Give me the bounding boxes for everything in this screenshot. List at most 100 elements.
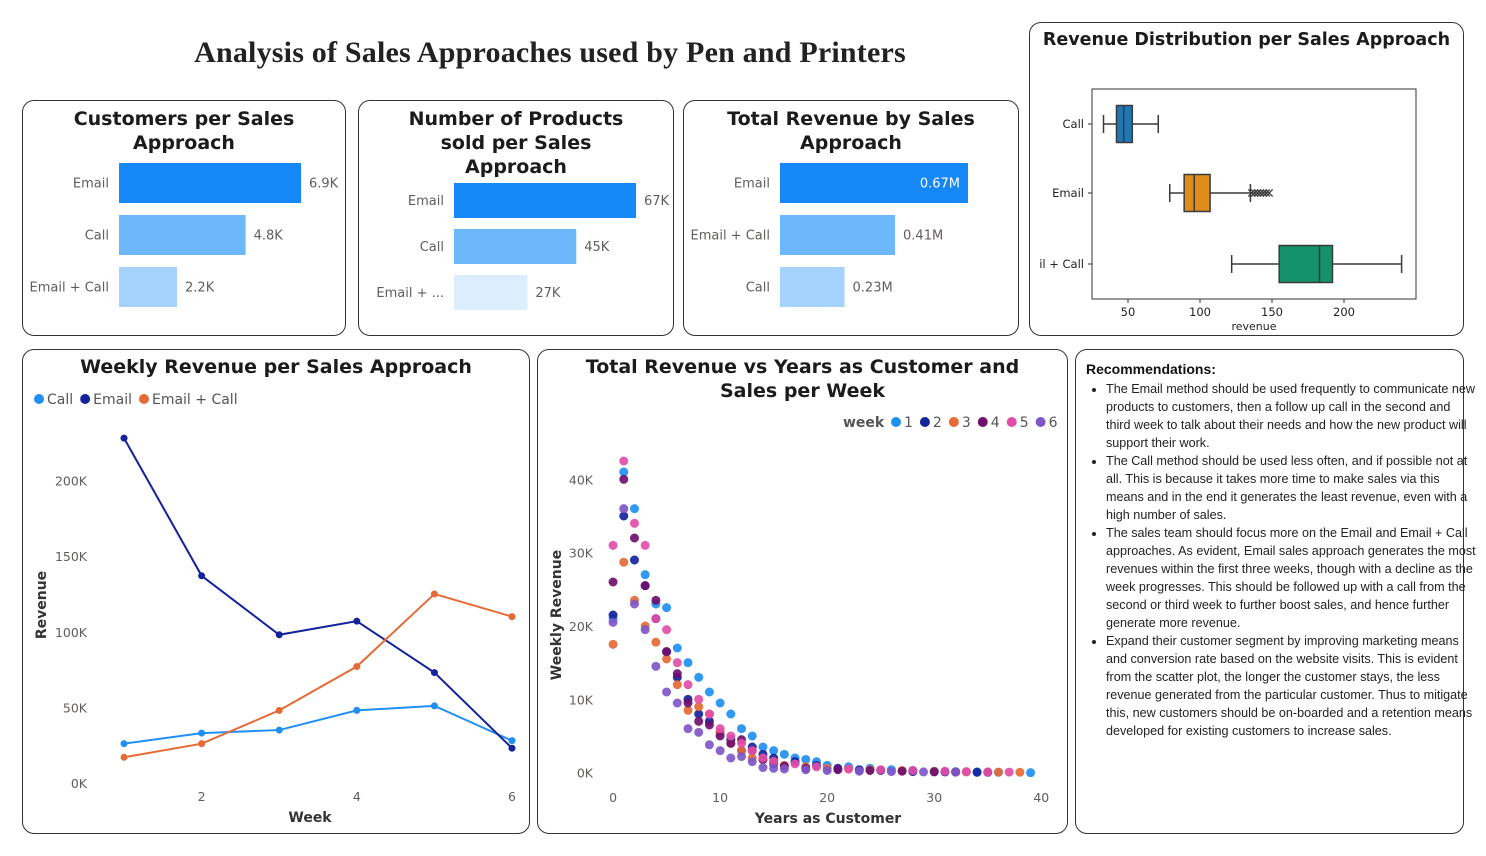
- line-point: [198, 572, 206, 580]
- x-tick-label: 40: [1033, 790, 1049, 805]
- bar: [454, 229, 577, 264]
- legend-marker: [977, 417, 988, 427]
- line-point: [353, 617, 361, 625]
- line-point: [508, 744, 516, 752]
- line-series: [123, 437, 513, 749]
- bar: [780, 215, 896, 255]
- scatter-point: [619, 557, 629, 567]
- scatter-point: [651, 661, 661, 671]
- x-tick-label: 2: [198, 789, 206, 804]
- scatter-point: [737, 752, 747, 762]
- products-card-title: Number of Products sold per Sales Approa…: [408, 108, 624, 178]
- scatter-point: [972, 767, 982, 777]
- scatter-point: [951, 767, 961, 777]
- legend-marker: [1006, 417, 1017, 427]
- line-point: [120, 753, 128, 761]
- scatter-point: [694, 694, 704, 704]
- scatter-point: [672, 698, 682, 708]
- x-tick-label: 6: [508, 789, 516, 804]
- scatter-point: [694, 727, 704, 737]
- scatter-point: [811, 762, 821, 772]
- y-axis-label: Revenue: [34, 571, 50, 639]
- scatter-chart: week 1 2 3 4 5 6 0K 10K 20K 30K 40K 0 10 20 30 40 Years a…: [549, 415, 1058, 827]
- bar: [454, 275, 528, 310]
- line-point: [430, 669, 438, 677]
- bar-value-label: 0.67M: [920, 177, 960, 192]
- recommendation-item: Expand their customer segment by improvi…: [1106, 632, 1478, 740]
- scatter-point: [608, 610, 618, 620]
- recommendations-card: Recommendations: The Email method should…: [1075, 349, 1476, 834]
- x-axis-label: Years as Customer: [754, 811, 902, 827]
- boxplot-card: Revenue Distribution per Sales Approach …: [1029, 22, 1464, 336]
- y-tick-label: 0K: [577, 766, 594, 781]
- scatter-point: [704, 720, 714, 730]
- legend-label: 6: [1049, 415, 1058, 431]
- scatter-point: [683, 658, 693, 668]
- scatter-point: [629, 555, 639, 565]
- scatter-point: [672, 658, 682, 668]
- legend-label: Email + Call: [152, 392, 238, 408]
- y-tick-label: Call: [1063, 117, 1084, 131]
- box-outlier: [1262, 189, 1271, 197]
- scatter-point: [662, 603, 672, 613]
- bar-value-label: 0.23M: [853, 281, 893, 296]
- x-tick-label: 4: [353, 789, 361, 804]
- x-tick-label: 10: [712, 790, 728, 805]
- legend-label: 3: [962, 415, 971, 431]
- scatter-point: [683, 705, 693, 715]
- y-tick-label: 150K: [55, 549, 88, 564]
- scatter-point: [662, 687, 672, 697]
- bar-value-label: 4.8K: [254, 229, 284, 244]
- bar-value-label: 0.41M: [903, 229, 943, 244]
- legend-marker: [919, 417, 930, 427]
- bar: [780, 163, 968, 203]
- scatter-point: [929, 767, 939, 777]
- bar-category-label: Email + Call: [30, 281, 110, 296]
- scatter-point: [619, 467, 629, 477]
- y-tick-label: 0K: [71, 776, 88, 791]
- y-tick-label: 50K: [63, 700, 88, 715]
- scatter-point: [940, 766, 950, 776]
- x-tick-label: 30: [926, 790, 942, 805]
- boxplot-chart: 50 100 150 200 revenue Call Email il + Call: [1039, 88, 1417, 333]
- revenue-total-card-title: Total Revenue by Sales Approach: [727, 108, 975, 154]
- scatter-point: [726, 753, 736, 763]
- plot-frame: [1091, 88, 1417, 300]
- legend-label: Call: [47, 392, 73, 408]
- scatter-point: [640, 540, 650, 550]
- recommendation-item: The sales team should focus more on the …: [1106, 524, 1478, 632]
- scatter-point: [726, 738, 736, 748]
- scatter-point: [779, 749, 789, 759]
- scatter-point: [1015, 767, 1025, 777]
- scatter-point: [1026, 768, 1036, 778]
- legend-label: 2: [933, 415, 942, 431]
- scatter-point: [715, 698, 725, 708]
- line-point: [430, 590, 438, 598]
- bar-value-label: 27K: [535, 286, 561, 301]
- recommendations-title: Recommendations:: [1086, 361, 1216, 377]
- boxplot-card-title: Revenue Distribution per Sales Approach: [1042, 30, 1451, 50]
- legend-marker: [948, 417, 959, 427]
- scatter-point: [619, 474, 629, 484]
- scatter-point: [651, 614, 661, 624]
- revenue-total-card: Total Revenue by Sales Approach Email 0.6…: [683, 100, 1019, 336]
- y-tick-label: 20K: [569, 619, 594, 634]
- scatter-point: [694, 702, 704, 712]
- legend-marker: [34, 394, 44, 404]
- scatter-point: [919, 767, 929, 777]
- recommendation-item: The Email method should be used frequent…: [1106, 380, 1478, 452]
- scatter-point: [619, 511, 629, 521]
- legend-label: 1: [904, 415, 913, 431]
- line-series: [123, 592, 513, 759]
- scatter-point: [619, 504, 629, 514]
- x-tick-label: 50: [1121, 305, 1136, 319]
- scatter-point: [683, 724, 693, 734]
- scatter-point: [672, 669, 682, 679]
- scatter-point: [822, 765, 832, 775]
- scatter-point: [608, 577, 618, 587]
- bar: [119, 267, 178, 307]
- scatter-point: [726, 731, 736, 741]
- scatter-point: [737, 738, 747, 748]
- bar-value-label: 2.2K: [185, 281, 215, 296]
- bar: [119, 163, 301, 203]
